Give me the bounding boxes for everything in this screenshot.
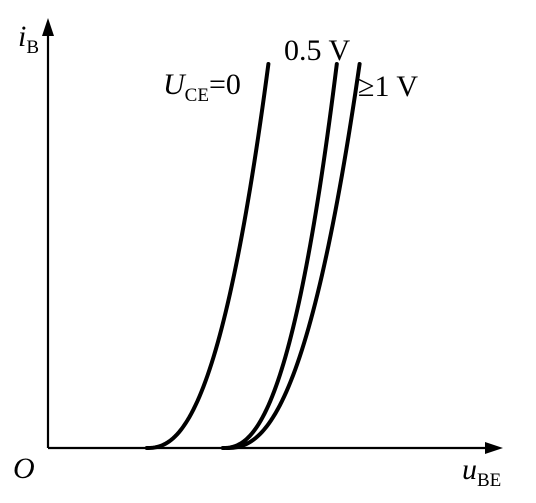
x-axis-label: uBE	[462, 453, 501, 491]
x-axis-symbol: u	[462, 453, 477, 486]
curve-uce-ge-1v	[224, 62, 362, 450]
curve-label-uce0-symbol: U	[163, 68, 185, 101]
curve-uce-0-5v	[220, 62, 339, 450]
curve-uce-0	[144, 62, 271, 450]
curves-group	[144, 62, 362, 450]
y-axis-arrow	[42, 18, 54, 36]
x-axis-arrow	[485, 442, 503, 454]
curve-label-uce0-subscript: CE	[184, 85, 209, 106]
y-axis-label: iB	[18, 20, 39, 58]
y-axis-subscript: B	[26, 37, 40, 58]
y-axis-symbol: i	[18, 20, 27, 53]
curve-label-uce0: UCE=0	[163, 68, 241, 106]
curve-label-0-5v: 0.5 V	[284, 34, 351, 67]
curve-label-ge-1v: ≥1 V	[358, 70, 419, 103]
curve-label-uce0-suffix: =0	[208, 68, 241, 101]
x-axis-subscript: BE	[477, 470, 502, 491]
origin-label: O	[13, 452, 35, 485]
